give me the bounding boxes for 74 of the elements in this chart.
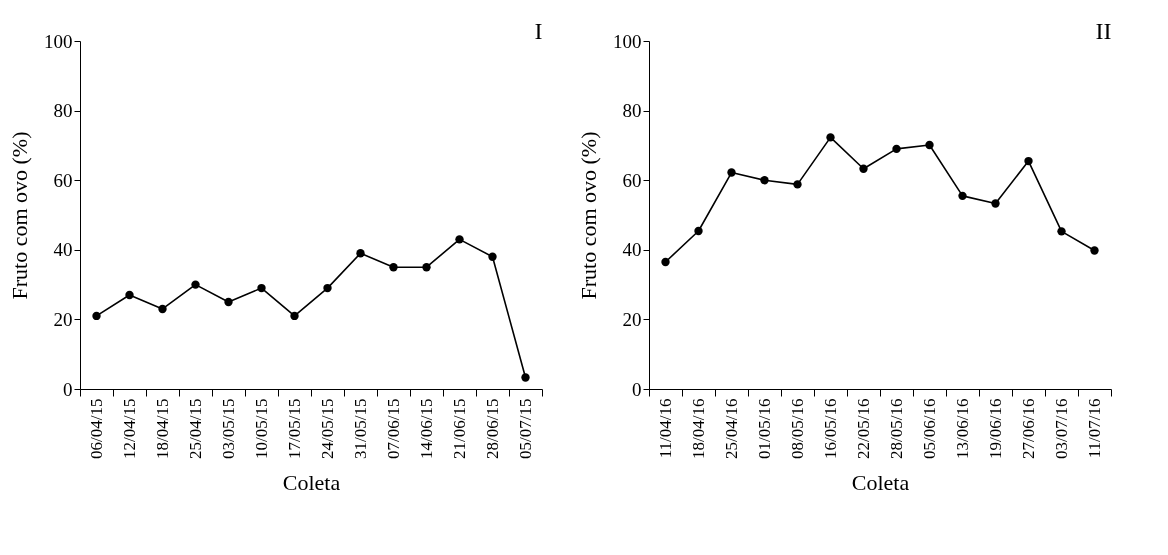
y-tick-label: 60 (622, 169, 642, 191)
chart-title: I (534, 18, 543, 44)
point (1090, 246, 1099, 255)
x-tick-label: 28/06/15 (483, 398, 502, 459)
x-tick-label: 01/05/16 (755, 398, 774, 459)
x-tick-label: 12/04/15 (120, 398, 139, 459)
x-tick-label: 13/06/16 (953, 398, 972, 459)
x-tick-label: 25/04/16 (722, 398, 741, 459)
y-tick-label: 80 (622, 100, 642, 122)
point (422, 263, 431, 272)
point (1024, 156, 1033, 166)
point (488, 252, 497, 261)
y-axis-title: Fruto com ovo (%) (7, 131, 32, 300)
x-axis-title: Coleta (282, 469, 341, 495)
point (191, 280, 200, 289)
point (257, 283, 266, 293)
point (826, 133, 835, 142)
x-tick-label: 21/06/15 (450, 398, 469, 459)
point (158, 304, 167, 314)
point (892, 144, 901, 154)
x-tick-label: 24/05/15 (318, 398, 337, 459)
x-tick-label: 31/05/15 (351, 398, 370, 459)
point (991, 199, 1000, 208)
x-tick-label: 05/07/15 (516, 398, 535, 459)
x-tick-label: 06/04/15 (87, 398, 106, 459)
point (958, 191, 967, 201)
x-tick-label: 22/05/16 (854, 398, 873, 459)
point (125, 290, 134, 300)
x-tick-label: 05/06/16 (920, 398, 939, 459)
x-tick-label: 07/06/15 (384, 398, 403, 459)
x-tick-label: 10/05/15 (252, 398, 271, 459)
point (455, 235, 464, 244)
x-tick-label: 16/05/16 (821, 398, 840, 459)
x-tick-label: 25/04/15 (186, 398, 205, 459)
x-tick-label: 19/06/16 (986, 398, 1005, 459)
x-tick-label: 03/07/16 (1052, 398, 1071, 459)
x-tick-label: 14/06/15 (417, 398, 436, 459)
point (661, 257, 670, 267)
x-tick-label: 28/05/16 (887, 398, 906, 459)
point (290, 311, 299, 321)
y-tick-label: 40 (622, 239, 642, 261)
chart-title: II (1095, 18, 1112, 44)
point (727, 168, 736, 177)
y-tick-label: 100 (44, 30, 73, 52)
point (859, 164, 868, 173)
y-tick-label: 100 (613, 30, 642, 52)
x-tick-label: 17/05/15 (285, 398, 304, 459)
y-tick-label: 40 (53, 239, 73, 261)
point (323, 283, 332, 293)
point (224, 297, 233, 307)
y-tick-label: 0 (63, 378, 73, 400)
x-tick-label: 03/05/15 (219, 398, 238, 459)
point (793, 180, 802, 189)
x-tick-label: 18/04/16 (689, 398, 708, 459)
y-tick-label: 80 (53, 100, 73, 122)
point (92, 311, 101, 321)
y-tick-label: 20 (53, 308, 73, 330)
point (925, 140, 934, 150)
x-tick-label: 18/04/15 (153, 398, 172, 459)
x-tick-label: 11/04/16 (656, 398, 675, 459)
point (389, 263, 398, 272)
x-tick-label: 27/06/16 (1019, 398, 1038, 459)
point (521, 373, 530, 382)
point (694, 226, 703, 236)
y-tick-label: 60 (53, 169, 73, 191)
y-tick-label: 20 (622, 308, 642, 330)
y-axis-title: Fruto com ovo (%) (576, 131, 601, 300)
x-tick-label: 08/05/16 (788, 398, 807, 459)
x-tick-label: 11/07/16 (1085, 398, 1104, 459)
y-tick-label: 0 (632, 378, 642, 400)
x-axis-title: Coleta (851, 469, 910, 495)
point (1057, 227, 1066, 236)
point (760, 176, 769, 185)
point (356, 249, 365, 258)
